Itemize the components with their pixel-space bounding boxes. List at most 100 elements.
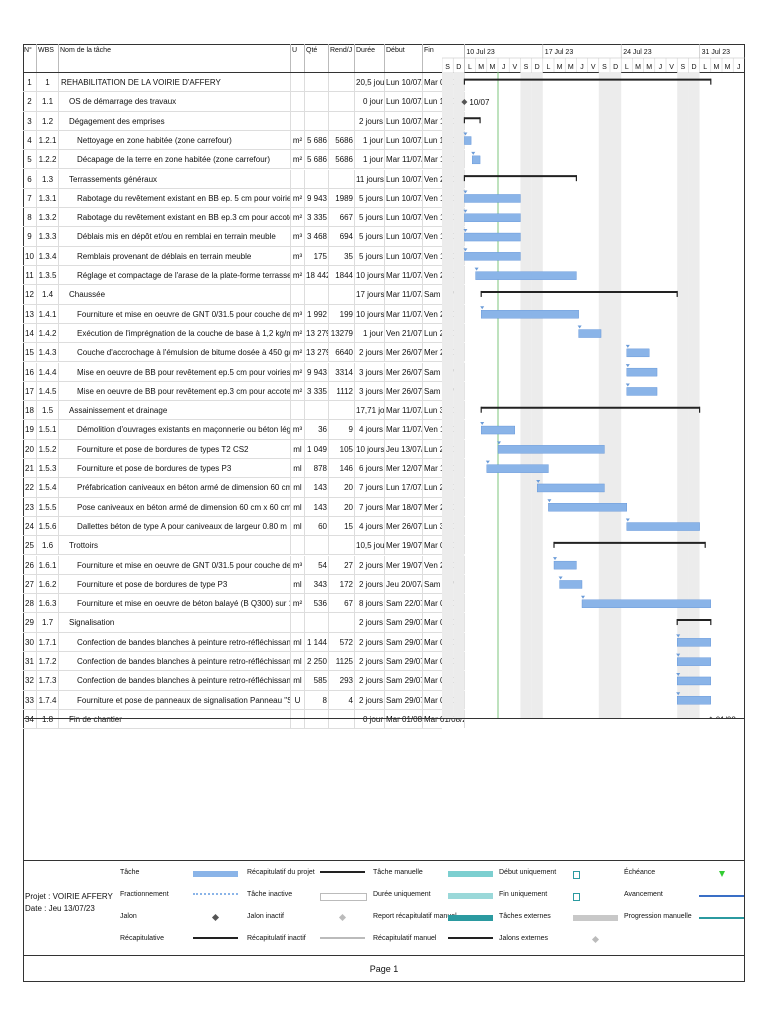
cell-qte: 36 — [305, 420, 329, 439]
table-row[interactable]: 9 1.3.3 Déblais mis en dépôt et/ou en remb… — [23, 227, 465, 247]
table-row[interactable]: 31 1.7.2 Confection de bandes blanches à p… — [23, 652, 465, 672]
day-label: J — [502, 64, 506, 71]
table-row[interactable]: 6 1.3 Terrassements généraux 11 jours Lun 10… — [23, 169, 465, 189]
column-header-rend[interactable]: Rend/J — [329, 44, 355, 72]
cell-u: ml — [291, 574, 305, 594]
cell-name: Dallettes béton de type A pour caniveaux… — [59, 516, 291, 536]
table-row[interactable]: 21 1.5.3 Fourniture et pose de bordures de… — [23, 459, 465, 479]
table-row[interactable]: 19 1.5.1 Démolition d'ouvrages existants e… — [23, 420, 465, 440]
table-row[interactable]: 4 1.2.1 Nettoyage en zone habitée (zone ca… — [23, 130, 465, 151]
cell-n: 11 — [23, 266, 37, 285]
cell-debut: Lun 10/07/23 — [385, 208, 423, 227]
cell-debut: Mer 26/07/23 — [385, 362, 423, 381]
cell-name: Démolition d'ouvrages existants en maçon… — [59, 420, 291, 439]
table-row[interactable]: 22 1.5.4 Préfabrication caniveaux en béton… — [23, 478, 465, 498]
column-header-name[interactable]: Nom de la tâche — [59, 44, 291, 72]
cell-debut: Mar 11/07/23 — [385, 150, 423, 169]
cell-u: m² — [291, 323, 305, 343]
cell-u: m² — [291, 208, 305, 227]
table-row[interactable]: 15 1.4.3 Couche d'accrochage à l'émulsion … — [23, 343, 465, 363]
cell-duree: 6 jours — [355, 459, 385, 478]
column-header-n[interactable]: N° — [23, 44, 37, 72]
day-label: M — [635, 64, 641, 71]
table-row[interactable]: 30 1.7.1 Confection de bandes blanches à p… — [23, 632, 465, 652]
table-row[interactable]: 13 1.4.1 Fourniture et mise en oeuvre de G… — [23, 304, 465, 324]
table-row[interactable]: 3 1.2 Dégagement des emprises 2 jours Lun 10… — [23, 111, 465, 131]
column-header-u[interactable]: U — [291, 44, 305, 72]
day-label: M — [568, 64, 574, 71]
week-label: 24 Jul 23 — [623, 49, 652, 56]
cell-name: Fin de chantier — [59, 709, 291, 729]
table-row[interactable]: 28 1.6.3 Fourniture et mise en oeuvre de b… — [23, 594, 465, 614]
cell-wbs: 1.7.1 — [37, 632, 59, 651]
table-row[interactable]: 17 1.4.5 Mise en oeuvre de BB pour revêtem… — [23, 381, 465, 402]
cell-duree: 17 jours — [355, 285, 385, 304]
table-row[interactable]: 32 1.7.3 Confection de bandes blanches à p… — [23, 671, 465, 691]
link-arrow — [625, 344, 630, 348]
table-row[interactable]: 16 1.4.4 Mise en oeuvre de BB pour revêtem… — [23, 362, 465, 382]
table-row[interactable]: 26 1.6.1 Fourniture et mise en oeuvre de G… — [23, 555, 465, 575]
cell-u: ml — [291, 497, 305, 516]
day-label: V — [512, 64, 517, 71]
column-header-debut[interactable]: Début — [385, 44, 423, 72]
cell-u: U — [291, 690, 305, 709]
table-row[interactable]: 33 1.7.4 Fourniture et pose de panneaux de… — [23, 690, 465, 710]
cell-wbs: 1.7.3 — [37, 671, 59, 690]
legend-swatch-finish-only — [573, 893, 580, 901]
cell-u: m³ — [291, 246, 305, 265]
cell-u: m² — [291, 381, 305, 401]
cell-duree: 10,5 jours — [355, 536, 385, 555]
cell-name: Fourniture et pose de bordures de type P… — [59, 574, 291, 594]
column-header-qte[interactable]: Qté — [305, 44, 329, 72]
table-row[interactable]: 10 1.3.4 Remblais provenant de déblais en … — [23, 246, 465, 266]
cell-wbs: 1.6 — [37, 536, 59, 555]
cell-duree: 2 jours — [355, 111, 385, 130]
cell-n: 20 — [23, 439, 37, 458]
table-row[interactable]: 7 1.3.1 Rabotage du revêtement existant en… — [23, 188, 465, 209]
cell-wbs: 1.3.2 — [37, 208, 59, 227]
cell-rend: 6640 — [329, 343, 355, 362]
cell-rend: 1989 — [329, 188, 355, 208]
cell-wbs: 1.4.5 — [37, 381, 59, 401]
day-label: V — [669, 64, 674, 71]
cell-n: 25 — [23, 536, 37, 555]
cell-debut: Mar 11/07/23 — [385, 304, 423, 323]
cell-n: 10 — [23, 246, 37, 265]
legend-label-finish-only: Fin uniquement — [499, 891, 548, 898]
table-row[interactable]: 14 1.4.2 Exécution de l'imprégnation de la… — [23, 323, 465, 344]
cell-qte: 536 — [305, 594, 329, 613]
table-row[interactable]: 5 1.2.2 Décapage de la terre en zone habit… — [23, 150, 465, 170]
table-row[interactable]: 11 1.3.5 Réglage et compactage de l'arase … — [23, 266, 465, 286]
link-arrow — [676, 653, 681, 657]
table-row[interactable]: 24 1.5.6 Dallettes béton de type A pour ca… — [23, 516, 465, 537]
milestone-marker — [709, 716, 713, 718]
cell-u: m³ — [291, 555, 305, 574]
task-bar — [626, 522, 700, 531]
cell-rend: 35 — [329, 246, 355, 265]
column-header-wbs[interactable]: WBS — [37, 44, 59, 72]
legend-swatch-progress — [699, 895, 744, 897]
cell-name: Préfabrication caniveaux en béton armé d… — [59, 478, 291, 497]
table-row[interactable]: 20 1.5.2 Fourniture et pose de bordures de… — [23, 439, 465, 459]
table-row[interactable]: 23 1.5.5 Pose caniveaux en béton armé de d… — [23, 497, 465, 517]
cell-qte: 3 335 — [305, 381, 329, 401]
table-row[interactable]: 8 1.3.2 Rabotage du revêtement existant en… — [23, 208, 465, 228]
day-label: D — [613, 64, 618, 71]
link-arrow — [463, 248, 468, 252]
table-row[interactable]: 27 1.6.2 Fourniture et pose de bordures de… — [23, 574, 465, 595]
day-label: M — [478, 64, 484, 71]
column-header-duree[interactable]: Durée — [355, 44, 385, 72]
cell-duree: 17,71 jours — [355, 401, 385, 420]
table-row[interactable]: 2 1.1 OS de démarrage des travaux 0 jour Lun… — [23, 92, 465, 112]
table-row[interactable]: 1 1 REHABILITATION DE LA VOIRIE D'AFFERY 20… — [23, 73, 465, 93]
cell-rend: 105 — [329, 439, 355, 458]
cell-qte: 9 943 — [305, 188, 329, 208]
cell-rend: 199 — [329, 304, 355, 323]
cell-wbs: 1.5.5 — [37, 497, 59, 516]
cell-qte: 143 — [305, 497, 329, 516]
